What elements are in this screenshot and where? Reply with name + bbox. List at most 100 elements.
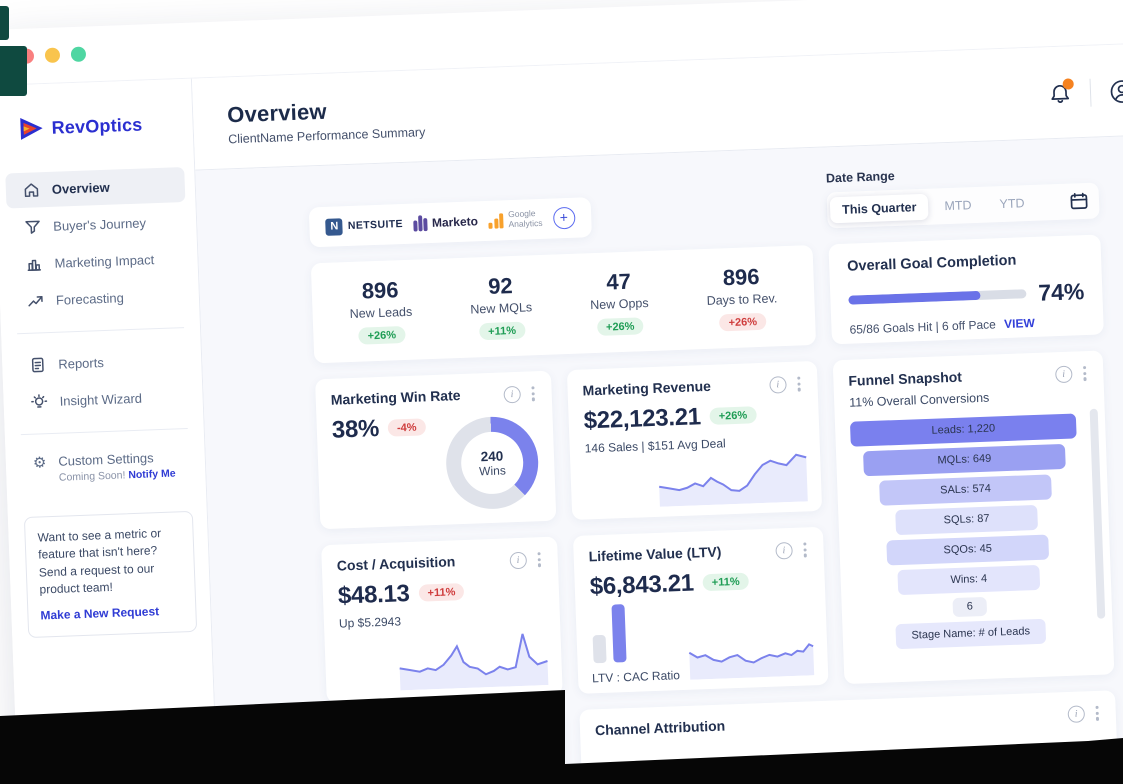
revoptics-logo-icon [19,116,44,141]
funnel-stage[interactable]: Leads: 1,220 [849,413,1077,447]
sidebar-item-overview[interactable]: Overview [5,166,186,209]
decor-teal-shape-1 [0,6,9,40]
ltv-caption: LTV : CAC Ratio [591,668,681,686]
funnel-stage[interactable]: SQOs: 45 [885,534,1050,566]
user-menu[interactable]: W [1108,77,1123,105]
date-option-ytd[interactable]: YTD [999,196,1025,212]
ltv-cac-bar-chart [591,602,627,664]
sidebar-nav-primary: Overview Buyer's Journey Marketing Impac… [0,166,199,320]
funnel-stage[interactable]: MQLs: 649 [863,443,1066,476]
netsuite-logo-icon: N [325,217,344,236]
goal-progress-fill [848,290,981,305]
sidebar: RevOptics Overview Buyer's Journey Marke… [0,78,220,784]
ltv-title: Lifetime Value (LTV) [588,543,722,565]
page-title: Overview [226,98,328,127]
date-option-this-quarter[interactable]: This Quarter [829,193,929,224]
calendar-icon[interactable] [1069,191,1090,212]
funnel-stage[interactable]: SQLs: 87 [894,504,1039,535]
funnel-stage[interactable]: Stage Name: # of Leads [895,618,1046,649]
cac-bar [592,634,607,664]
kpi-delta-badge: +11% [478,321,526,341]
kebab-menu-icon[interactable] [795,374,803,393]
kebab-menu-icon[interactable] [535,550,543,569]
donut-center-label: Wins [478,462,507,478]
page-header: Overview ClientName Performance Summary [191,42,1123,171]
kpi-value: 896 [361,277,399,304]
notifications-button[interactable] [1047,77,1074,106]
info-icon[interactable]: i [503,385,521,404]
revenue-title: Marketing Revenue [582,377,712,399]
kpi-item: 92 New MQLs +11% [469,272,533,341]
win-rate-title: Marketing Win Rate [330,387,461,408]
goal-completion-card: Overall Goal Completion 74% 65/86 Goals … [828,234,1104,345]
ltv-bar [611,604,627,663]
info-icon[interactable]: i [1054,365,1073,383]
kpi-delta-badge: +26% [719,312,767,332]
date-range-block: Date Range This Quarter MTD YTD [826,162,1100,229]
sidebar-item-custom-settings[interactable]: ⚙ Custom Settings Coming Soon! Notify Me [15,443,195,492]
make-request-link[interactable]: Make a New Request [40,603,160,623]
ltv-value: $6,843.21 [589,569,695,600]
sidebar-divider [17,327,185,335]
logo-text: RevOptics [51,113,143,138]
insight-icon [30,393,48,411]
info-icon[interactable]: i [1067,705,1085,723]
kpi-value: 896 [722,263,760,291]
app-body: RevOptics Overview Buyer's Journey Marke… [0,42,1123,784]
main-area: Overview ClientName Performance Summary [191,42,1123,784]
kebab-menu-icon[interactable] [1081,364,1089,383]
traffic-light-zoom[interactable] [70,46,87,63]
sidebar-item-insight-wizard[interactable]: Insight Wizard [13,379,193,421]
home-icon [23,181,41,199]
kebab-menu-icon[interactable] [529,384,537,403]
funnel-stage[interactable]: SALs: 574 [879,473,1052,506]
kpi-summary-card: 896 New Leads +26% 92 New MQLs +11% 47 N… [310,245,817,364]
channel-title: Channel Attribution [594,717,726,739]
date-option-mtd[interactable]: MTD [944,198,972,214]
kpi-label: New MQLs [470,300,533,317]
trend-icon [27,292,45,310]
sidebar-item-marketing-impact[interactable]: Marketing Impact [8,241,188,283]
logo: RevOptics [0,111,194,172]
add-integration-button[interactable]: + [552,206,576,230]
request-box-text: Want to see a metric or feature that isn… [37,526,162,597]
date-range-label: Date Range [825,168,895,186]
revenue-value: $22,123.21 [583,402,702,435]
funnel-snapshot-card: Funnel Snapshot i 11% Overall Conversion… [832,350,1115,685]
win-rate-delta-badge: -4% [387,418,426,437]
info-icon[interactable]: i [775,541,793,560]
sidebar-item-forecasting[interactable]: Forecasting [9,278,189,320]
integrations-bar: N NETSUITE Marketo [308,197,592,248]
notify-me-link[interactable]: Notify Me [128,467,176,482]
cost-value: $48.13 [337,579,411,610]
sidebar-item-buyer-s-journey[interactable]: Buyer's Journey [7,204,187,246]
sidebar-item-reports[interactable]: Reports [12,342,192,384]
goal-view-link[interactable]: VIEW [1003,315,1036,332]
kpi-item: 896 Days to Rev. +26% [705,263,778,332]
kpi-label: New Leads [349,304,413,322]
funnel-stage[interactable]: 6 [952,596,988,617]
date-range-control: This Quarter MTD YTD [826,182,1100,229]
decor-teal-shape-2 [0,46,27,96]
integration-netsuite: N NETSUITE [325,216,404,236]
info-icon[interactable]: i [769,375,787,394]
kebab-menu-icon[interactable] [801,540,809,559]
ltv-delta-badge: +11% [702,572,749,592]
report-icon [29,356,47,374]
win-rate-value: 38% [331,414,380,444]
integration-google-analytics: Google Analytics [488,208,543,230]
kpi-label: New Opps [589,296,649,313]
kpi-label: Days to Rev. [706,291,778,308]
cost-title: Cost / Acquisition [336,553,456,574]
info-icon[interactable]: i [509,551,527,570]
integration-marketo: Marketo [413,213,478,232]
traffic-light-minimize[interactable] [44,47,61,63]
google-analytics-logo-icon [488,212,504,229]
kebab-menu-icon[interactable] [1093,704,1101,723]
header-divider [1089,78,1092,107]
goal-title: Overall Goal Completion [846,252,1017,275]
win-rate-card: Marketing Win Rate i 38% -4% [315,370,557,530]
funnel-stage[interactable]: Wins: 4 [897,564,1041,595]
revenue-sparkline-chart [659,453,808,507]
